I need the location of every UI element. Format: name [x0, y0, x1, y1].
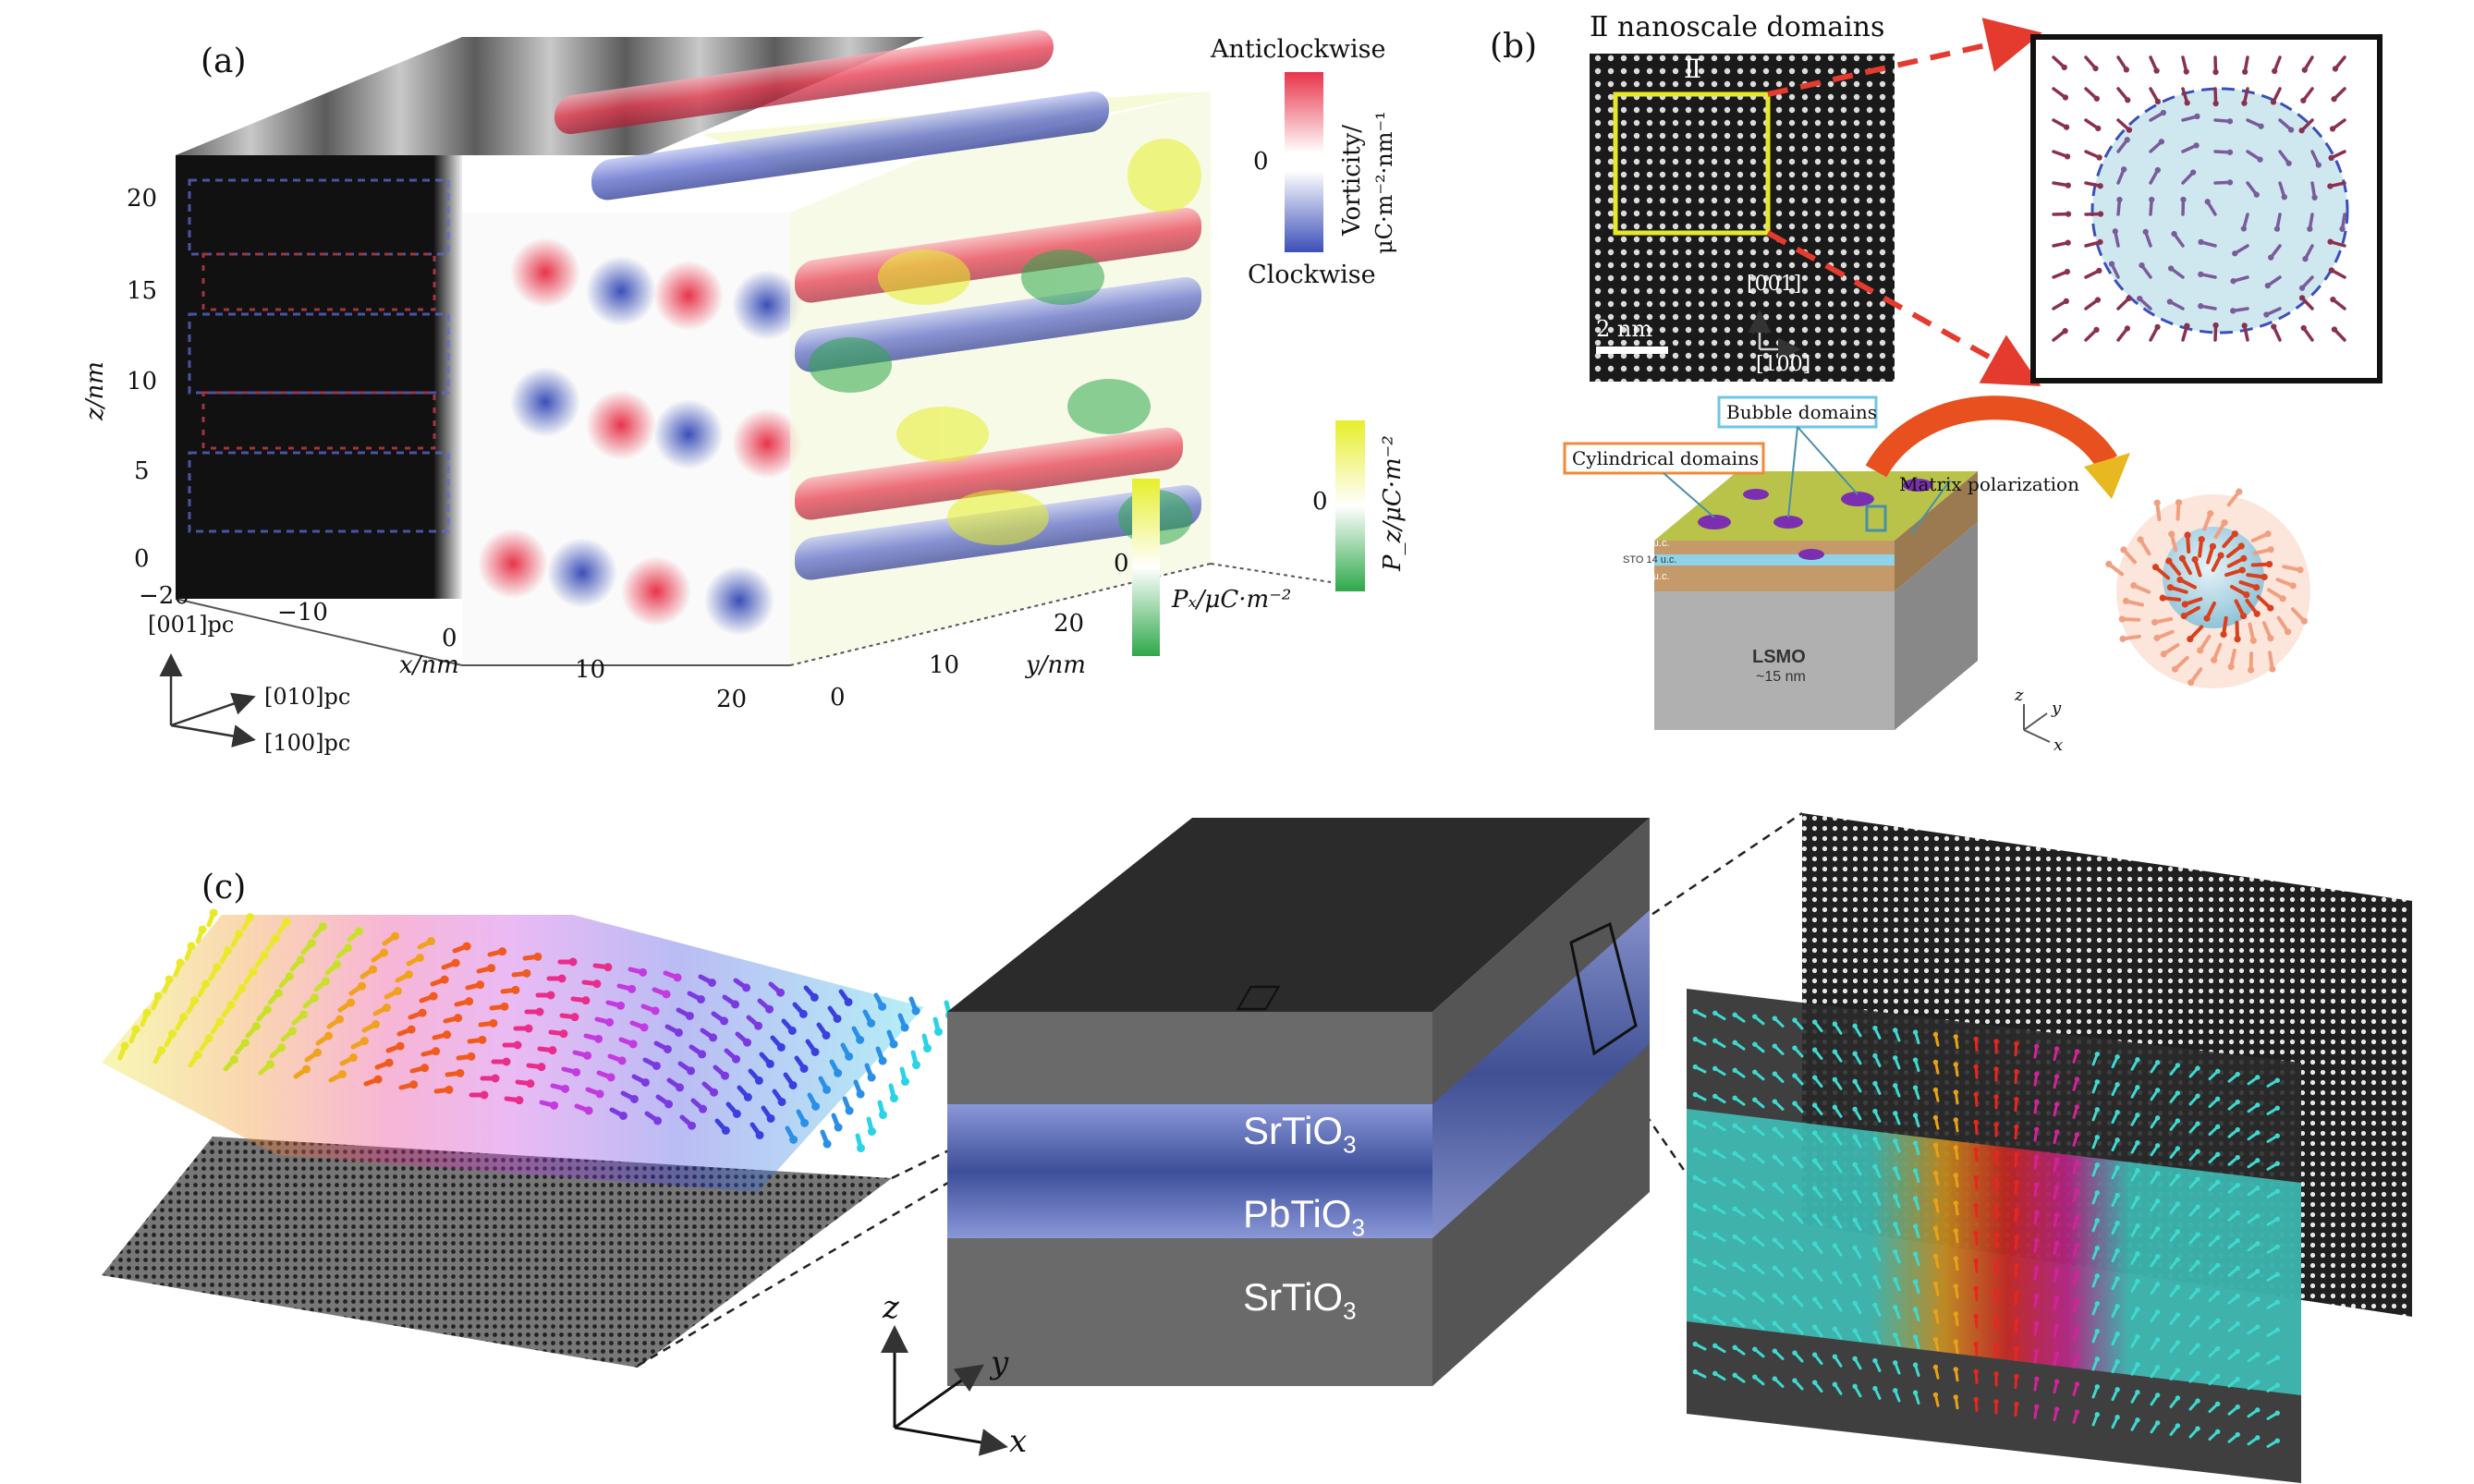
z-tick-20: 20: [127, 185, 158, 213]
panel-b-tag: (b): [1490, 28, 1538, 66]
x-axis-label: x/nm: [399, 651, 459, 679]
lattice-sheet: [102, 1137, 892, 1368]
b-axis-x: x: [2054, 736, 2064, 755]
vorticity-axis-label-1: Vorticity/: [1338, 124, 1366, 236]
zoom-connector-top: [1767, 18, 2042, 97]
layer-srtio3-top: SrTiO3: [1243, 1109, 1357, 1159]
direction-axes: [159, 653, 256, 748]
dir-010-label: [010]pc: [264, 684, 351, 710]
y-tick-10: 10: [929, 651, 960, 679]
layer-bottom: PZT 7 u.c.: [1623, 571, 1670, 582]
region-ii-box: [1613, 91, 1771, 236]
polarization-arrow-field: [2052, 55, 2346, 342]
top-surface-image: [176, 37, 924, 155]
layer-mid: STO 14 u.c.: [1623, 554, 1677, 566]
sample-block: [947, 818, 1650, 1386]
pz-bar-label: P_z/μC·m⁻²: [1379, 435, 1407, 571]
b-axis-y: y: [2052, 699, 2062, 718]
zoom-connector-bottom: [1766, 230, 2041, 386]
z-tick-15: 15: [127, 277, 158, 305]
c-axis-x: x: [1009, 1423, 1028, 1460]
polar-map-colors: [1687, 1109, 2301, 1395]
panel-a: [159, 30, 1365, 748]
layer-top: PZT 7 u.c.: [1623, 538, 1670, 549]
dir-001-label: [001]pc: [148, 612, 235, 638]
z-tick-5: 5: [134, 457, 150, 485]
haadf-image: [1590, 54, 1895, 382]
layer-srtio3-bottom: SrTiO3: [1243, 1275, 1357, 1325]
cylindrical-callout: Cylindrical domains: [1572, 447, 1760, 469]
x-tick-20: 20: [716, 686, 748, 713]
pz-bar-zero: 0: [1312, 488, 1328, 516]
c-axes: [881, 1325, 1008, 1456]
stem-face-image: [176, 155, 462, 599]
bubble-callout: Bubble domains: [1726, 401, 1878, 423]
vorticity-colorbar: [1285, 72, 1323, 252]
z-tick-0: 0: [134, 545, 150, 573]
substrate-label: LSMO: [1752, 647, 1806, 667]
vorticity-zero-label: 0: [1253, 148, 1269, 176]
b-axis-z: z: [2015, 686, 2024, 705]
x-tick-10: 10: [575, 656, 606, 684]
dir-001-b: [001]: [1747, 273, 1802, 296]
z-tick-10: 10: [127, 368, 158, 395]
vorticity-axis-label-2: μC·m⁻²·nm⁻¹: [1371, 111, 1397, 254]
y-axis-label: y/nm: [1026, 651, 1086, 679]
substrate-thickness: ~15 nm: [1756, 669, 1806, 685]
pz-colorbar: [1335, 420, 1365, 591]
vortex-cores: [478, 237, 802, 636]
pz-slices: [809, 139, 1201, 545]
bubble-3d-arrows: [2105, 488, 2308, 687]
y-tick-0: 0: [830, 684, 846, 712]
x-tick-0: 0: [442, 625, 457, 652]
px-bar-zero: 0: [1114, 550, 1129, 578]
px-colorbar: [1132, 479, 1160, 656]
matrix-callout: Matrix polarization: [1899, 473, 2079, 495]
c-axis-z: z: [883, 1289, 899, 1326]
panel-c-tag: (c): [201, 869, 247, 906]
z-axis-label: z/nm: [81, 361, 109, 420]
panel-c: [102, 811, 2412, 1483]
x-tick-m20: −20: [139, 582, 189, 610]
vorticity-bottom-label: Clockwise: [1248, 261, 1376, 289]
panel-b: [1563, 18, 2383, 743]
c-axis-y: y: [991, 1344, 1009, 1381]
x-tick-m10: −10: [277, 599, 328, 626]
panel-a-tag: (a): [201, 43, 247, 80]
bubble-domain-outline: [2090, 87, 2349, 335]
dir-100-b: [100]: [1756, 353, 1811, 376]
y-tick-20: 20: [1054, 610, 1085, 638]
polar-texture-arrows: [117, 908, 954, 1153]
panel-b-title: Ⅱ nanoscale domains: [1590, 11, 1885, 43]
polar-map-arrows: [1692, 1008, 2280, 1448]
scale-bar-label: 2 nm: [1596, 316, 1653, 342]
region-ii-label: Ⅱ: [1684, 54, 1702, 84]
stem-vortex-pattern: [188, 178, 450, 533]
vorticity-top-label: Anticlockwise: [1211, 35, 1386, 64]
matrix-arrow-curve: [1865, 395, 2118, 478]
layer-pbtio3: PbTiO3: [1243, 1192, 1365, 1242]
px-bar-label: Pₓ/μC·m⁻²: [1172, 586, 1292, 614]
dir-100-label: [100]pc: [264, 730, 351, 756]
scale-bar-line: [1596, 347, 1668, 354]
heterostructure-block: [1654, 471, 1978, 730]
